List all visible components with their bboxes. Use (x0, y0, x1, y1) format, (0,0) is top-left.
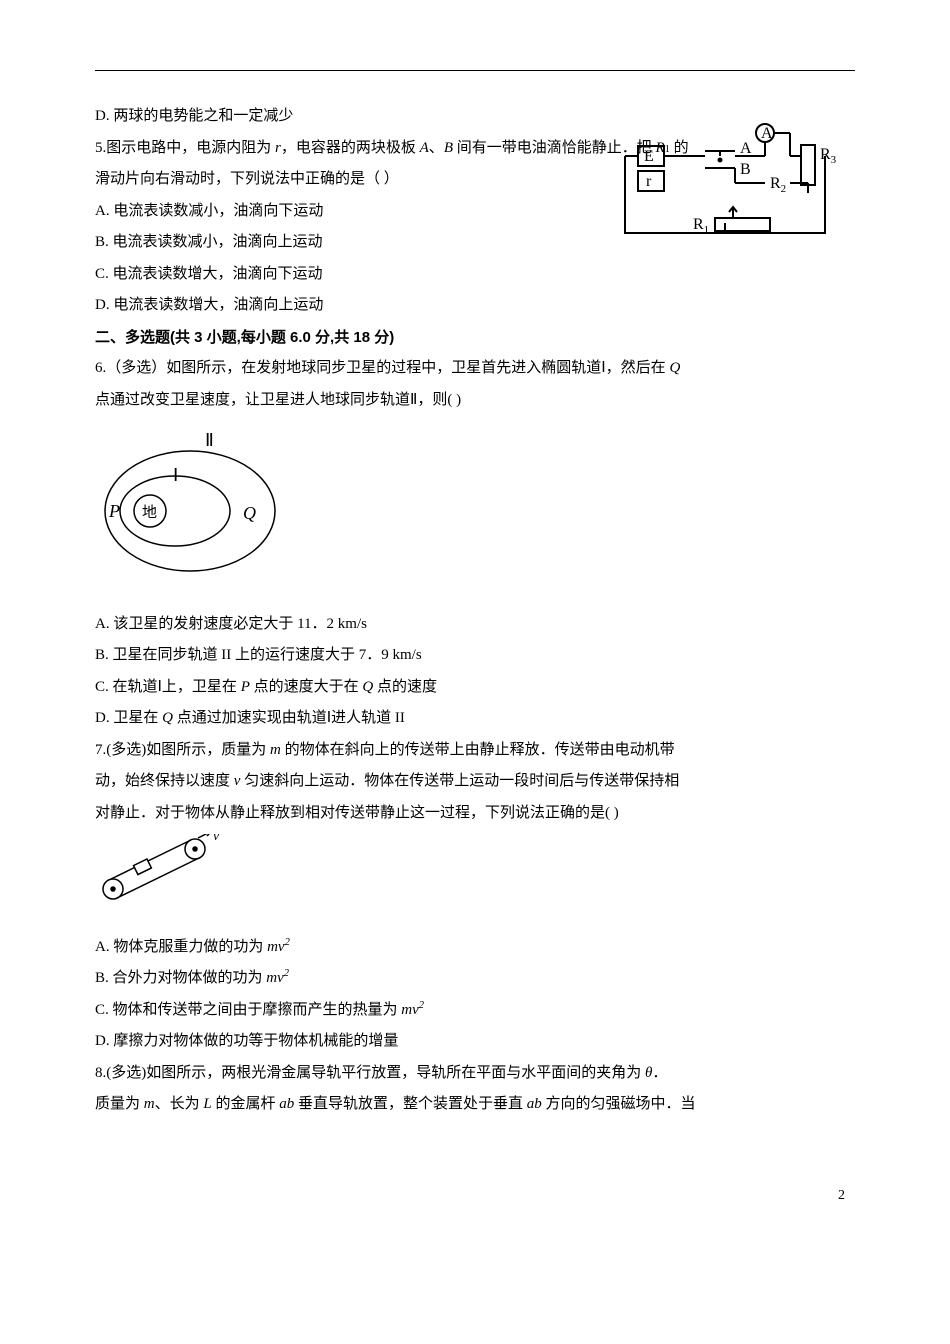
text: C. 物体和传送带之间由于摩擦而产生的热量为 (95, 1002, 401, 1018)
label-Q: Q (243, 503, 256, 523)
q7-stem-line2: 动，始终保持以速度 v 匀速斜向上运动．物体在传送带上运动一段时间后与传送带保持… (95, 766, 855, 798)
label-ammeter: A (761, 125, 773, 142)
q8-stem-line1: 8.(多选)如图所示，两根光滑金属导轨平行放置，导轨所在平面与水平面间的夹角为 … (95, 1058, 855, 1090)
var-m: m (270, 742, 281, 758)
var-ab: ab (527, 1096, 542, 1112)
text: C. 在轨道Ⅰ上，卫星在 (95, 679, 241, 695)
text: 6.（多选）如图所示，在发射地球同步卫星的过程中，卫星首先进入椭圆轨道Ⅰ，然后在 (95, 360, 669, 376)
text: 点通过加速实现由轨道Ⅰ进人轨道 II (173, 710, 405, 726)
var-B: B (444, 140, 453, 156)
text: 、 (429, 140, 444, 156)
var-A: A (420, 140, 429, 156)
q7-option-c: C. 物体和传送带之间由于摩擦而产生的热量为 mv2 (95, 995, 855, 1027)
text: ． (652, 1065, 667, 1081)
text: 的金属杆 (212, 1096, 280, 1112)
sup-2: 2 (419, 1000, 424, 1011)
text: 垂直导轨放置，整个装置处于垂直 (294, 1096, 527, 1112)
q7-stem-line1: 7.(多选)如图所示，质量为 m 的物体在斜向上的传送带上由静止释放．传送带由电… (95, 735, 855, 767)
label-II: Ⅱ (205, 430, 214, 450)
label-A: A (740, 140, 752, 157)
var-Q: Q (162, 710, 173, 726)
label-earth: 地 (142, 504, 157, 521)
var-mv: mv (267, 939, 285, 955)
q8-stem-line2: 质量为 m、长为 L 的金属杆 ab 垂直导轨放置，整个装置处于垂直 ab 方向… (95, 1089, 855, 1121)
q5-option-c: C. 电流表读数增大，油滴向下运动 (95, 259, 855, 291)
text: 动，始终保持以速度 (95, 773, 234, 789)
circuit-diagram: E A B r A R3 R2 R1 (615, 123, 845, 258)
orbit-diagram: P Q Ⅰ Ⅱ 地 (95, 426, 295, 576)
q7-option-d: D. 摩擦力对物体做的功等于物体机械能的增量 (95, 1026, 855, 1058)
sup-2: 2 (284, 968, 289, 979)
text: 8.(多选)如图所示，两根光滑金属导轨平行放置，导轨所在平面与水平面间的夹角为 (95, 1065, 645, 1081)
text: B. 合外力对物体做的功为 (95, 970, 266, 986)
q7-option-a: A. 物体克服重力做的功为 mv2 (95, 932, 855, 964)
q5-option-d: D. 电流表读数增大，油滴向上运动 (95, 290, 855, 322)
label-P: P (108, 501, 120, 521)
text: ，电容器的两块极板 (281, 140, 420, 156)
section-2-header: 二、多选题(共 3 小题,每小题 6.0 分,共 18 分) (95, 322, 855, 354)
q6-option-d: D. 卫星在 Q 点通过加速实现由轨道Ⅰ进人轨道 II (95, 703, 855, 735)
label-B: B (740, 161, 751, 178)
var-P: P (241, 679, 250, 695)
conveyor-diagram: v (95, 834, 225, 904)
text: D. 卫星在 (95, 710, 162, 726)
q6-option-c: C. 在轨道Ⅰ上，卫星在 P 点的速度大于在 Q 点的速度 (95, 672, 855, 704)
q7-option-b: B. 合外力对物体做的功为 mv2 (95, 963, 855, 995)
text: 5.图示电路中，电源内阻为 (95, 140, 275, 156)
label-E: E (644, 148, 654, 165)
q6-stem-line1: 6.（多选）如图所示，在发射地球同步卫星的过程中，卫星首先进入椭圆轨道Ⅰ，然后在… (95, 353, 855, 385)
q5-block: 5.图示电路中，电源内阻为 r，电容器的两块极板 A、B 间有一带电油滴恰能静止… (95, 133, 855, 322)
text: 方向的匀强磁场中．当 (542, 1096, 696, 1112)
q6-option-b: B. 卫星在同步轨道 II 上的运行速度大于 7．9 km/s (95, 640, 855, 672)
text: 点的速度 (373, 679, 437, 695)
label-I: Ⅰ (173, 465, 178, 485)
var-ab: ab (279, 1096, 294, 1112)
top-rule (95, 70, 855, 71)
var-L: L (203, 1096, 211, 1112)
var-mv: mv (401, 1002, 419, 1018)
label-r: r (646, 173, 652, 190)
text: A. 物体克服重力做的功为 (95, 939, 267, 955)
q6-option-a: A. 该卫星的发射速度必定大于 11．2 km/s (95, 609, 855, 641)
text: 点的速度大于在 (250, 679, 363, 695)
label-R2: R2 (770, 175, 786, 195)
q7-stem-line3: 对静止．对于物体从静止释放到相对传送带静止这一过程，下列说法正确的是( ) (95, 798, 855, 830)
text: 、长为 (155, 1096, 204, 1112)
var-Q: Q (362, 679, 373, 695)
var-mv: mv (266, 970, 284, 986)
sup-2: 2 (285, 937, 290, 948)
text: 质量为 (95, 1096, 144, 1112)
page-number: 2 (95, 1181, 855, 1210)
label-v: v (213, 834, 220, 844)
var-m: m (144, 1096, 155, 1112)
text: 7.(多选)如图所示，质量为 (95, 742, 270, 758)
text: 的物体在斜向上的传送带上由静止释放．传送带由电动机带 (281, 742, 675, 758)
label-R3: R3 (820, 146, 837, 166)
text: 匀速斜向上运动．物体在传送带上运动一段时间后与传送带保持相 (240, 773, 679, 789)
q6-stem-line2: 点通过改变卫星速度，让卫星进人地球同步轨道Ⅱ，则( ) (95, 385, 855, 417)
var-Q: Q (669, 360, 680, 376)
